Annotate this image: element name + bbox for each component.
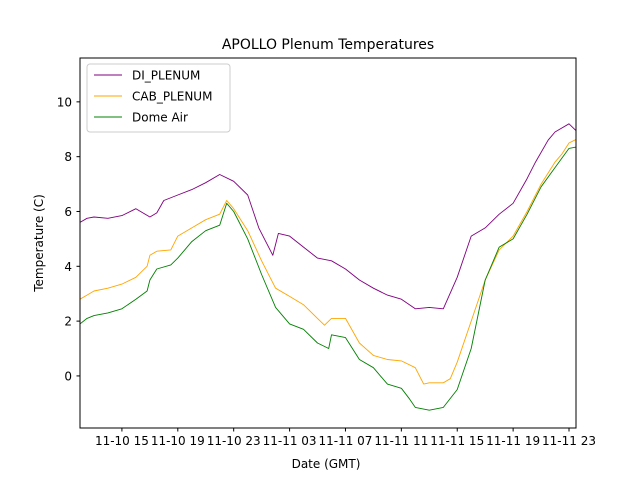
x-tick-label-5: 11-11 11 xyxy=(374,434,428,448)
x-tick-label-2: 11-10 23 xyxy=(207,434,261,448)
plot-frame xyxy=(79,57,577,429)
y-tick-label-4: 8 xyxy=(64,150,72,164)
x-tick-label-8: 11-11 23 xyxy=(542,434,596,448)
x-tick-label-6: 11-11 15 xyxy=(430,434,484,448)
x-tick-label-4: 11-11 07 xyxy=(318,434,372,448)
x-axis-label: Date (GMT) xyxy=(292,457,361,471)
y-axis-label: Temperature (C) xyxy=(32,194,46,293)
series-line-0 xyxy=(80,123,576,310)
y-tick-label-3: 6 xyxy=(64,205,72,219)
legend: DI_PLENUM CAB_PLENUM Dome Air xyxy=(86,63,231,133)
y-tick-label-2: 4 xyxy=(64,260,72,274)
legend-label-0: DI_PLENUM xyxy=(132,69,200,83)
x-tick-label-7: 11-11 19 xyxy=(486,434,540,448)
y-tick-label-1: 2 xyxy=(64,315,72,329)
series-line-2 xyxy=(80,146,576,411)
x-tick-label-1: 11-10 19 xyxy=(151,434,205,448)
y-tick-label-5: 10 xyxy=(57,95,72,109)
legend-label-2: Dome Air xyxy=(132,111,188,125)
y-tick-label-0: 0 xyxy=(64,369,72,383)
x-tick-label-0: 11-10 15 xyxy=(95,434,149,448)
legend-label-1: CAB_PLENUM xyxy=(132,90,212,104)
series-line-1 xyxy=(80,138,576,385)
x-tick-label-3: 11-11 03 xyxy=(263,434,317,448)
legend-box xyxy=(86,63,231,133)
chart-title: APOLLO Plenum Temperatures xyxy=(222,37,434,53)
